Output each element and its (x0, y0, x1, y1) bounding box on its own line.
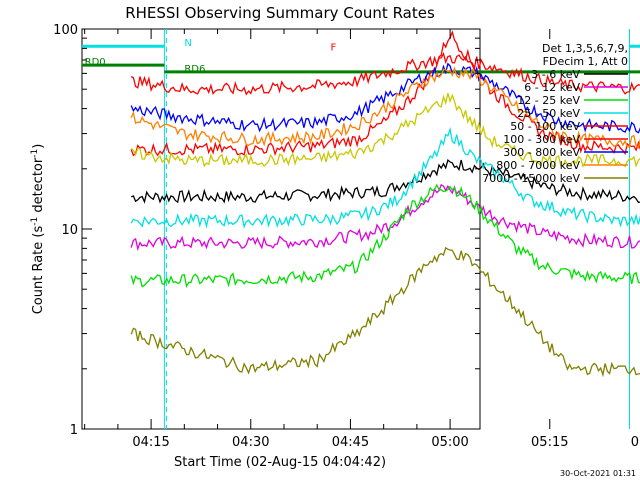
y-axis-label-main: Count Rate (s (31, 226, 46, 315)
series-line (130, 66, 640, 149)
series-line (130, 93, 640, 168)
plot-area: N RD0 RD6 F (81, 28, 640, 430)
series-line (130, 183, 640, 252)
vertical-markers (163, 29, 630, 429)
x-tick-label: 05:15 (531, 435, 568, 450)
legend-entry-label: 100 - 300 keV (503, 133, 580, 146)
y-axis-label-tail: detector (31, 157, 46, 217)
y-axis: 1 10 100 (53, 23, 480, 438)
series-line (130, 183, 640, 288)
x-tick-label: 04:45 (332, 435, 369, 450)
legend-entry-label: 7000 - 15000 keV (482, 172, 580, 185)
legend: Det 1,3,5,6,7,9,FDecim 1, Att 03 - 6 keV… (482, 42, 628, 185)
chart-annotation: RD6 (184, 64, 205, 75)
y-axis-label-sup2: -1 (30, 149, 40, 158)
y-tick-label: 100 (53, 23, 78, 38)
x-tick-label: 05:30 (631, 435, 640, 450)
legend-header-line: Det 1,3,5,6,7,9, (542, 42, 628, 55)
chart-annotation: N (184, 38, 191, 49)
y-axis-label-end: ) (31, 144, 46, 149)
series-lines (130, 29, 640, 378)
x-axis-label: Start Time (02-Aug-15 04:04:42) (174, 455, 386, 470)
legend-entry-label: 300 - 800 keV (503, 146, 580, 159)
chart-annotation: F (331, 43, 337, 54)
legend-entry-label: 50 - 100 keV (510, 120, 580, 133)
series-line (130, 158, 640, 204)
y-axis-label: Count Rate (s-1 detector-1) (30, 144, 46, 315)
x-axis: 04:15 04:30 04:45 05:00 05:15 05:30 (84, 29, 640, 450)
legend-entry-label: 25 - 50 keV (517, 107, 580, 120)
chart-title: RHESSI Observing Summary Count Rates (125, 4, 435, 22)
series-line (130, 51, 640, 96)
series-line (130, 126, 640, 229)
y-axis-label-sup: -1 (30, 217, 40, 226)
plot-frame (81, 28, 481, 430)
series-line (130, 246, 640, 378)
legend-header-line: FDecim 1, Att 0 (543, 55, 628, 68)
legend-entry-label: 12 - 25 keV (517, 94, 580, 107)
legend-entry-label: 6 - 12 keV (524, 81, 580, 94)
chart-annotation: RD0 (85, 57, 106, 68)
status-bars (82, 44, 640, 74)
legend-entry-label: 3 - 6 keV (531, 68, 580, 81)
y-tick-label: 10 (61, 223, 78, 238)
series-line (130, 29, 640, 157)
footer-timestamp: 30-Oct-2021 01:31 (560, 469, 636, 478)
x-tick-label: 05:00 (431, 435, 468, 450)
x-tick-label: 04:30 (232, 435, 269, 450)
legend-entry-label: 800 - 7000 keV (496, 159, 580, 172)
x-tick-label: 04:15 (132, 435, 169, 450)
y-tick-label: 1 (70, 423, 78, 438)
annotations: N RD0 RD6 F (85, 38, 337, 75)
